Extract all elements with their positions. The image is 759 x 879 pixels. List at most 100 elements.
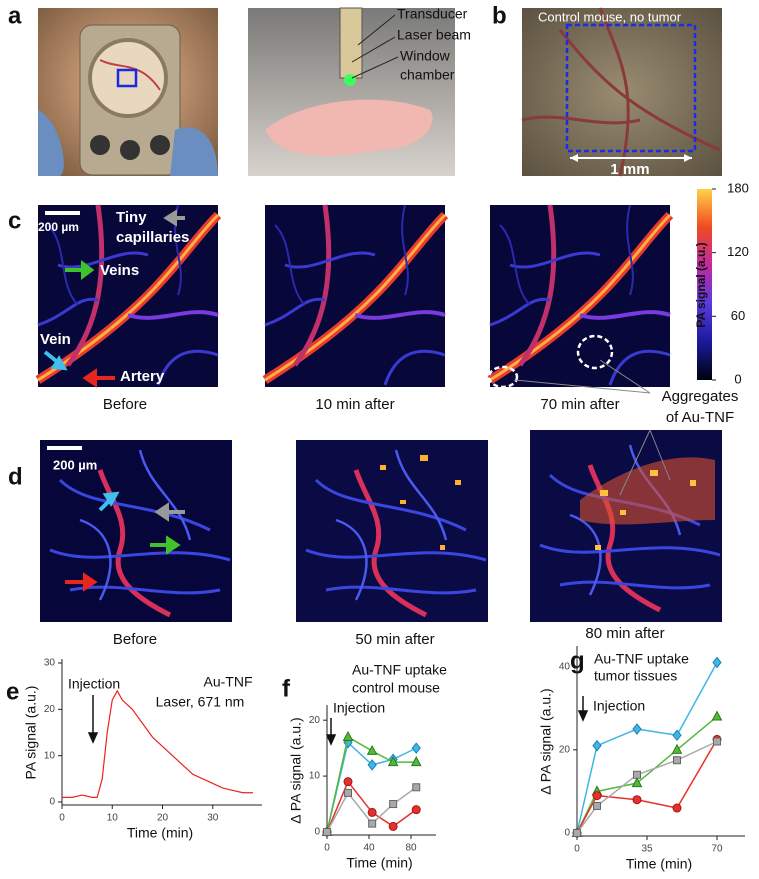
data-point [389,800,398,809]
colorbar-tick-label: 0 [734,371,741,386]
x-tick-label: 0 [324,843,330,854]
pa-image [265,205,445,387]
data-point [367,759,377,771]
annotation: Injection [333,700,385,716]
arrow [325,718,337,746]
photo-window-chamber [38,8,218,176]
y-tick-label: 40 [559,661,571,672]
chart-title: control mouse [352,680,440,696]
annotation: Injection [593,698,645,714]
data-point [631,777,643,788]
x-tick-label: 35 [641,844,653,855]
panel-label: e [6,678,19,705]
data-point [573,829,581,837]
data-point [411,805,421,815]
chart-title: tumor tissues [594,668,677,684]
data-point [388,821,398,831]
annotation: Artery [120,368,165,385]
setup-label: chamber [400,67,455,83]
arrow [65,572,98,592]
data-point [672,803,682,813]
setup-label: Laser beam [397,27,471,43]
annotation: Au-TNF [204,674,253,690]
arrow [87,695,99,744]
setup-label: Window [400,48,451,64]
colorbar-tick-label: 180 [727,180,749,195]
data-point [592,739,602,752]
arrow [43,350,68,371]
arrow [154,502,185,522]
data-point [632,723,642,735]
y-tick-label: 20 [309,715,321,726]
y-tick-label: 0 [564,828,570,839]
image-caption: 10 min after [315,396,394,413]
x-tick-label: 30 [207,813,219,824]
x-axis-label: Time (min) [127,825,193,841]
panel-label: c [8,207,21,234]
image-caption: Before [113,631,157,648]
x-tick-label: 70 [711,844,723,855]
photo-mouse-vessels [521,7,722,177]
x-tick-label: 10 [107,813,119,824]
photo-caption: Control mouse, no tumor [538,9,682,24]
panel-label: b [492,2,507,29]
data-point [632,795,642,805]
pa-image [489,205,670,394]
arrow [577,696,589,722]
y-tick-label: 0 [49,797,55,808]
x-tick-label: 40 [363,843,375,854]
data-point [633,770,641,779]
annotation: Laser, 671 nm [156,694,245,710]
annotation: Veins [100,262,139,279]
photo-setup [248,7,455,176]
data-point [412,783,421,792]
data-point [366,744,378,755]
x-axis-label: Time (min) [346,855,412,871]
scale-bar-label: 1 mm [610,161,649,178]
arrow [150,535,181,555]
data-point [344,788,352,797]
y-axis-label: Δ PA signal (a.u.) [538,688,554,794]
annotation: capillaries [116,229,189,246]
data-point [411,742,421,754]
data-point [410,756,422,767]
y-tick-label: 20 [44,704,56,715]
annotation: Aggregates [662,388,739,405]
colorbar-label: PA signal (a.u.) [694,242,708,327]
y-tick-label: 20 [559,744,571,755]
pa-image [296,440,488,622]
image-caption: 70 min after [540,396,619,413]
x-tick-label: 80 [405,843,417,854]
colorbar-tick-label: 60 [731,308,745,323]
series-line [62,690,253,798]
colorbar [697,189,712,380]
pa-image [40,440,232,622]
x-tick-label: 0 [59,813,65,824]
data-point [592,791,602,801]
data-point [387,756,399,767]
image-caption: 80 min after [585,625,664,642]
data-point [323,828,331,836]
image-caption: Before [103,396,147,413]
chart-title: Au-TNF uptake [594,651,689,667]
arrow [65,260,95,280]
data-point [672,729,682,742]
pa-image [38,205,218,387]
x-tick-label: 0 [574,844,580,855]
annotation: Vein [40,331,71,348]
scale-bar-label: 200 µm [53,457,97,472]
y-axis-label: Δ PA signal (a.u.) [288,717,304,823]
x-tick-label: 20 [157,813,169,824]
data-point [367,807,377,817]
pa-image [530,429,722,622]
annotation: Tiny [116,209,147,226]
x-axis-label: Time (min) [626,856,692,872]
data-point [368,819,377,828]
data-point [711,710,723,721]
data-point [593,801,601,810]
arrow [163,209,185,227]
data-point [671,743,683,754]
setup-label: Transducer [397,6,468,22]
scale-bar-label: 200 µm [38,220,79,234]
